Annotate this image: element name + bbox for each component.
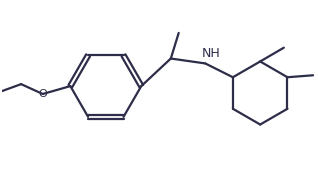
Text: O: O	[38, 89, 47, 99]
Text: NH: NH	[202, 47, 221, 60]
